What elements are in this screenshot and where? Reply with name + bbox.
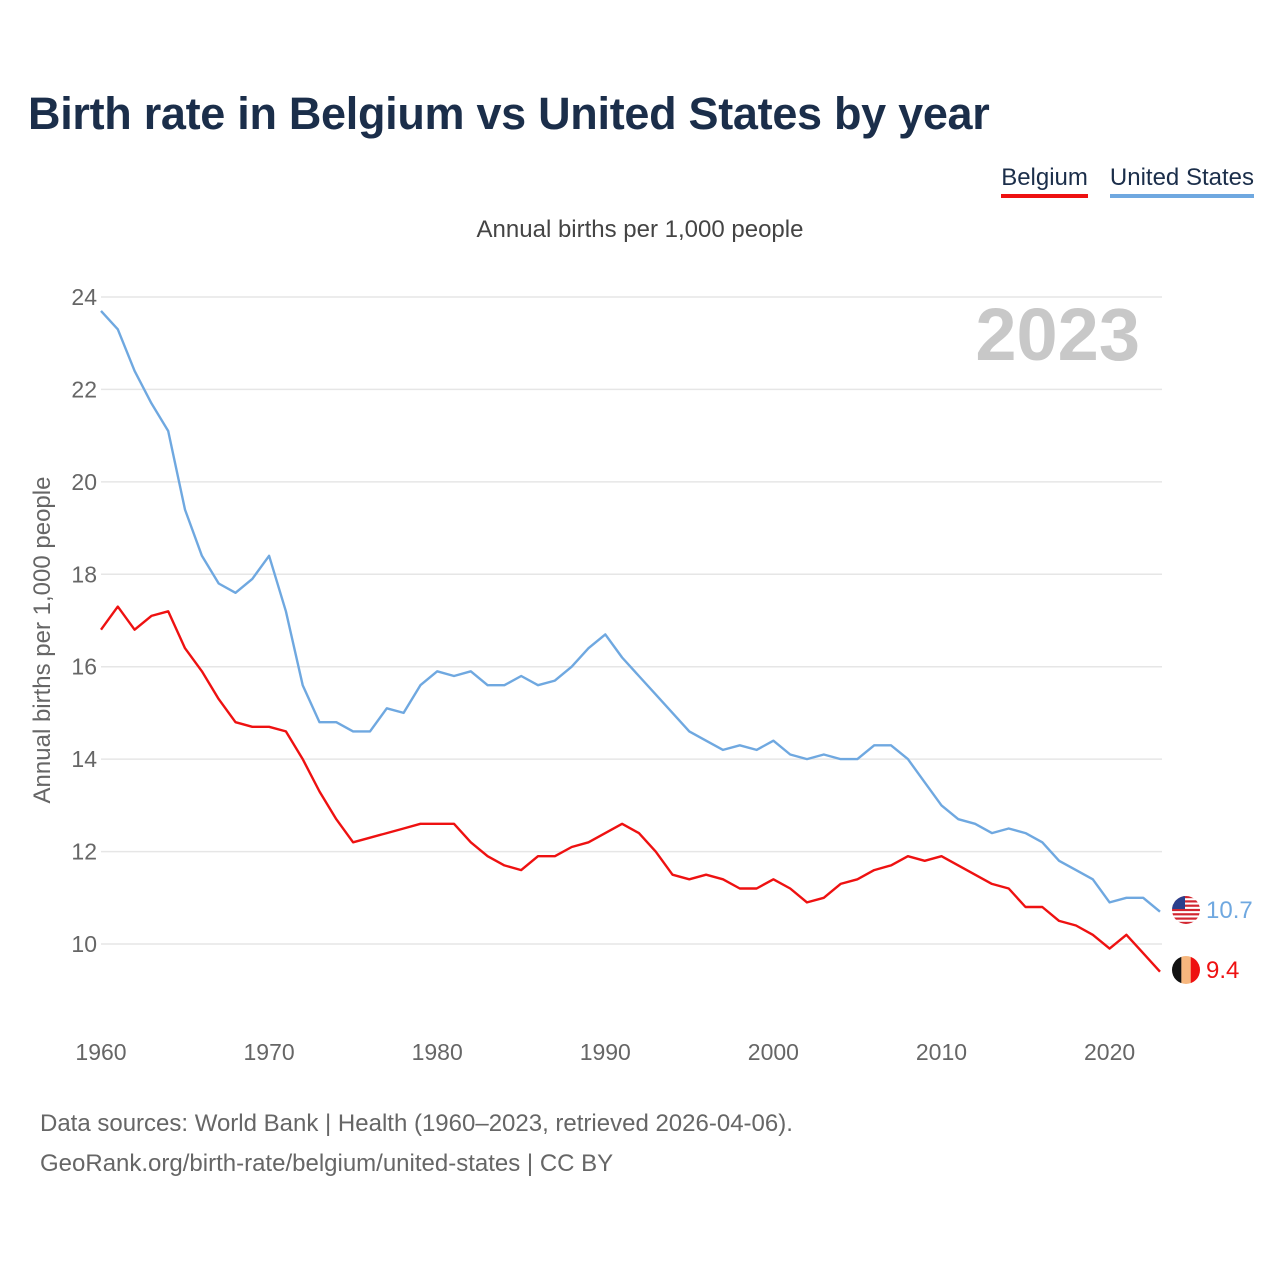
x-tick-label: 1960 — [75, 1039, 126, 1065]
y-tick-label: 20 — [71, 469, 97, 495]
footer: Data sources: World Bank | Health (1960–… — [40, 1104, 793, 1184]
legend-item-belgium[interactable]: Belgium — [1001, 164, 1088, 198]
y-axis-title: Annual births per 1,000 people — [29, 477, 56, 804]
chart-subtitle: Annual births per 1,000 people — [476, 216, 804, 243]
x-tick-label: 2000 — [748, 1039, 799, 1065]
chart-title: Birth rate in Belgium vs United States b… — [28, 88, 990, 139]
y-tick-label: 18 — [71, 561, 97, 587]
x-tick-label: 2010 — [916, 1039, 967, 1065]
belgium-end-value: 9.4 — [1206, 957, 1239, 984]
y-tick-label: 14 — [71, 746, 97, 772]
legend: Belgium United States — [1001, 164, 1254, 198]
footer-link[interactable]: GeoRank.org/birth-rate/belgium/united-st… — [40, 1150, 614, 1177]
series-line-belgium[interactable] — [100, 605, 1161, 973]
y-axis: 10 12 14 16 18 20 22 24 — [71, 284, 97, 957]
x-tick-label: 1980 — [412, 1039, 463, 1065]
footer-sources: Data sources: World Bank | Health (1960–… — [40, 1110, 793, 1137]
series-line-united-states[interactable] — [100, 310, 1161, 913]
x-tick-label: 2020 — [1084, 1039, 1135, 1065]
gridlines — [101, 296, 1162, 945]
series-lines — [100, 310, 1161, 973]
legend-item-united-states[interactable]: United States — [1109, 164, 1254, 198]
x-tick-label: 1990 — [580, 1039, 631, 1065]
y-tick-label: 12 — [71, 839, 97, 865]
x-axis: 1960 1970 1980 1990 2000 2010 2020 — [75, 1039, 1135, 1065]
year-indicator: 2023 — [975, 293, 1140, 376]
us-flag-icon — [1172, 896, 1200, 924]
x-tick-label: 1970 — [244, 1039, 295, 1065]
y-tick-label: 16 — [71, 654, 97, 680]
y-tick-label: 22 — [71, 376, 97, 402]
y-tick-label: 24 — [71, 284, 97, 310]
belgium-flag-icon — [1172, 956, 1200, 984]
y-tick-label: 10 — [71, 931, 97, 957]
us-end-value: 10.7 — [1206, 897, 1253, 924]
